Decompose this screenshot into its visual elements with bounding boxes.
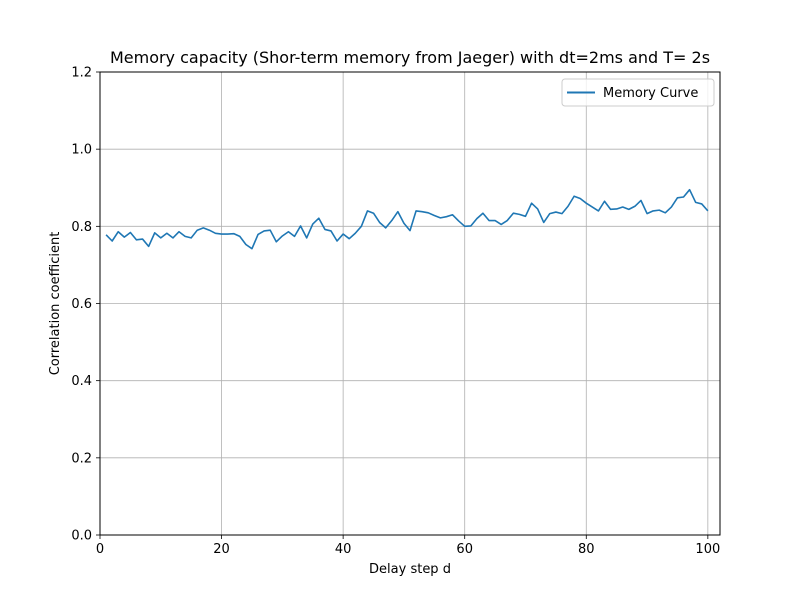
- x-tick-label: 0: [96, 542, 104, 557]
- legend-entry-memory-curve: Memory Curve: [603, 86, 698, 101]
- y-tick-label: 0.0: [71, 529, 92, 544]
- x-axis-label: Delay step d: [369, 562, 451, 577]
- y-tick-label: 0.6: [71, 297, 92, 312]
- y-tick-label: 0.4: [71, 374, 92, 389]
- ticks: 0 20 40 60 80 100 0.0 0.2 0.4 0.6 0.8 1.0 1.2: [71, 66, 720, 558]
- x-tick-label: 20: [213, 542, 230, 557]
- x-tick-label: 100: [695, 542, 720, 557]
- y-tick-label: 1.2: [71, 66, 92, 81]
- legend-box: [561, 78, 715, 107]
- x-tick-label: 40: [335, 542, 352, 557]
- y-tick-label: 0.8: [71, 220, 92, 235]
- x-tick-label: 80: [578, 542, 595, 557]
- grid: [99, 71, 720, 536]
- y-axis-label: Correlation coefficient: [48, 232, 63, 376]
- y-tick-label: 0.2: [71, 451, 92, 466]
- series-line-memory-curve: [105, 188, 709, 250]
- legend: Memory Curve: [561, 78, 715, 107]
- x-tick-label: 60: [456, 542, 473, 557]
- series-layer: [105, 188, 709, 250]
- y-tick-label: 1.0: [71, 143, 92, 158]
- chart-title: Memory capacity (Shor-term memory from J…: [110, 48, 710, 67]
